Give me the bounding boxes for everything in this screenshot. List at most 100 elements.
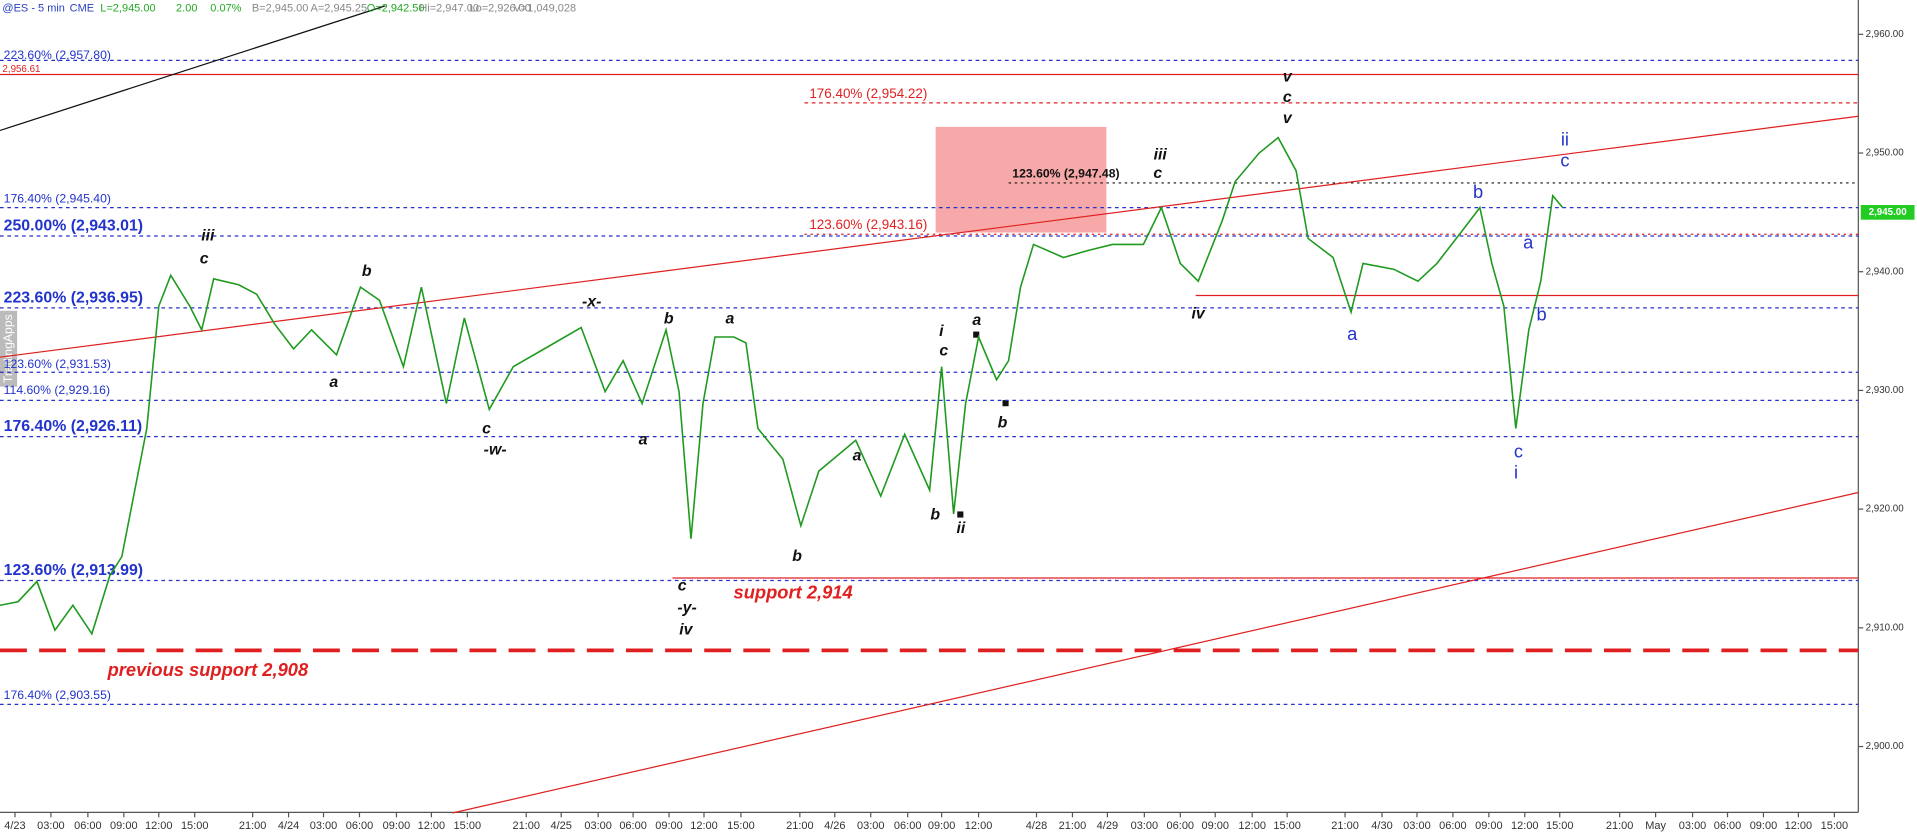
header-field: V=1,049,028 — [513, 2, 576, 14]
level-label: 223.60% (2,936.95) — [4, 289, 143, 306]
y-tick-label: 2,900.00 — [1866, 741, 1905, 752]
wave-label: ii — [957, 520, 966, 537]
wave-label: a — [972, 312, 981, 329]
wave-label: b — [362, 263, 372, 280]
level-label: 176.40% (2,926.11) — [4, 418, 143, 435]
x-tick-label: 03:00 — [1131, 820, 1159, 832]
x-tick-label: May — [1645, 820, 1666, 832]
x-tick-label: 15:00 — [1546, 820, 1574, 832]
level-label: 123.60% (2,931.53) — [4, 357, 111, 371]
x-tick-label: 09:00 — [1201, 820, 1229, 832]
x-tick-label: 03:00 — [1403, 820, 1431, 832]
level-label: 176.40% (2,903.55) — [4, 688, 111, 702]
last-price-label: 2,945.00 — [1869, 207, 1908, 218]
x-tick-label: 12:00 — [145, 820, 173, 832]
x-tick-label: 12:00 — [965, 820, 993, 832]
x-tick-label: 06:00 — [894, 820, 922, 832]
x-tick-label: 09:00 — [110, 820, 138, 832]
wave-label: -y- — [677, 599, 696, 616]
wave-label: iii — [201, 227, 215, 244]
y-tick-label: 2,920.00 — [1866, 504, 1905, 515]
y-tick-label: 2,950.00 — [1866, 148, 1905, 159]
marker — [957, 511, 964, 518]
level-label: 123.60% (2,943.16) — [809, 217, 927, 232]
x-tick-label: 21:00 — [1606, 820, 1634, 832]
marker — [1002, 400, 1009, 407]
x-tick-label: 4/26 — [824, 820, 845, 832]
level-label: 123.60% (2,947.48) — [1012, 167, 1119, 181]
x-tick-label: 4/25 — [550, 820, 571, 832]
wave-label: c — [939, 342, 948, 359]
wave-label: b — [664, 311, 674, 328]
wave-label: i — [939, 323, 944, 340]
wave-label: a — [639, 432, 648, 449]
wave-label: a — [1347, 323, 1358, 344]
x-tick-label: 12:00 — [418, 820, 446, 832]
level-label: 223.60% (2,957.80) — [4, 48, 111, 62]
x-tick-label: 09:00 — [1750, 820, 1778, 832]
wave-label: b — [930, 506, 940, 523]
wave-label: c — [678, 577, 687, 594]
x-tick-label: 09:00 — [928, 820, 956, 832]
wave-label: a — [1523, 231, 1534, 252]
x-tick-label: 21:00 — [786, 820, 814, 832]
wave-label: b — [1537, 304, 1547, 325]
x-tick-label: 21:00 — [512, 820, 540, 832]
x-tick-label: 06:00 — [346, 820, 374, 832]
x-tick-label: 06:00 — [1439, 820, 1467, 832]
x-tick-label: 15:00 — [181, 820, 209, 832]
wave-label: ii — [1561, 129, 1569, 150]
x-tick-label: 4/30 — [1371, 820, 1392, 832]
x-tick-label: 21:00 — [1059, 820, 1087, 832]
x-tick-label: 15:00 — [454, 820, 482, 832]
wave-label: b — [1473, 181, 1483, 202]
x-tick-label: 12:00 — [690, 820, 718, 832]
y-tick-label: 2,910.00 — [1866, 622, 1905, 633]
x-tick-label: 4/29 — [1097, 820, 1118, 832]
x-tick-label: 12:00 — [1238, 820, 1266, 832]
wave-label: v — [1283, 68, 1293, 85]
wave-label: c — [1153, 165, 1162, 182]
header-field: L=2,945.00 — [100, 2, 155, 14]
level-label: 114.60% (2,929.16) — [4, 383, 110, 397]
y-tick-label: 2,930.00 — [1866, 385, 1905, 396]
x-tick-label: 15:00 — [1821, 820, 1849, 832]
x-tick-label: 21:00 — [239, 820, 267, 832]
x-tick-label: 4/24 — [278, 820, 299, 832]
target-zone — [935, 126, 1107, 233]
level-label: 123.60% (2,913.99) — [4, 562, 143, 579]
level-label: support 2,914 — [734, 582, 853, 603]
x-tick-label: 4/23 — [4, 820, 25, 832]
x-tick-label: 06:00 — [1167, 820, 1195, 832]
x-tick-label: 12:00 — [1511, 820, 1539, 832]
trendline — [0, 115, 1859, 358]
header-field: CME — [70, 2, 94, 14]
wave-label: -x- — [582, 293, 601, 310]
wave-label: c — [1560, 149, 1569, 170]
level-label: 2,956.61 — [2, 64, 40, 75]
header-field: A=2,945.25 — [311, 2, 368, 14]
x-tick-label: 03:00 — [310, 820, 338, 832]
wave-label: a — [725, 311, 734, 328]
x-tick-label: 09:00 — [383, 820, 411, 832]
wave-label: i — [1514, 461, 1518, 482]
wave-label: iv — [679, 621, 693, 638]
watermark: TradingApps — [1, 314, 15, 383]
last-price-tag — [1860, 205, 1915, 220]
header-field: O=2,942.50 — [367, 2, 425, 14]
x-tick-label: 06:00 — [1714, 820, 1742, 832]
x-tick-label: 12:00 — [1785, 820, 1813, 832]
wave-label: c — [200, 251, 209, 268]
header-field: 2.00 — [176, 2, 197, 14]
y-tick-label: 2,940.00 — [1866, 266, 1905, 277]
header-field: @ES - 5 min — [2, 2, 64, 14]
trendline — [0, 5, 386, 132]
level-label: 176.40% (2,954.22) — [809, 86, 927, 101]
wave-label: iv — [1192, 306, 1206, 323]
wave-label: c — [1514, 441, 1523, 462]
x-tick-label: 03:00 — [1679, 820, 1707, 832]
header-field: Hi=2,947.00 — [419, 2, 479, 14]
level-label: 176.40% (2,945.40) — [4, 191, 111, 205]
